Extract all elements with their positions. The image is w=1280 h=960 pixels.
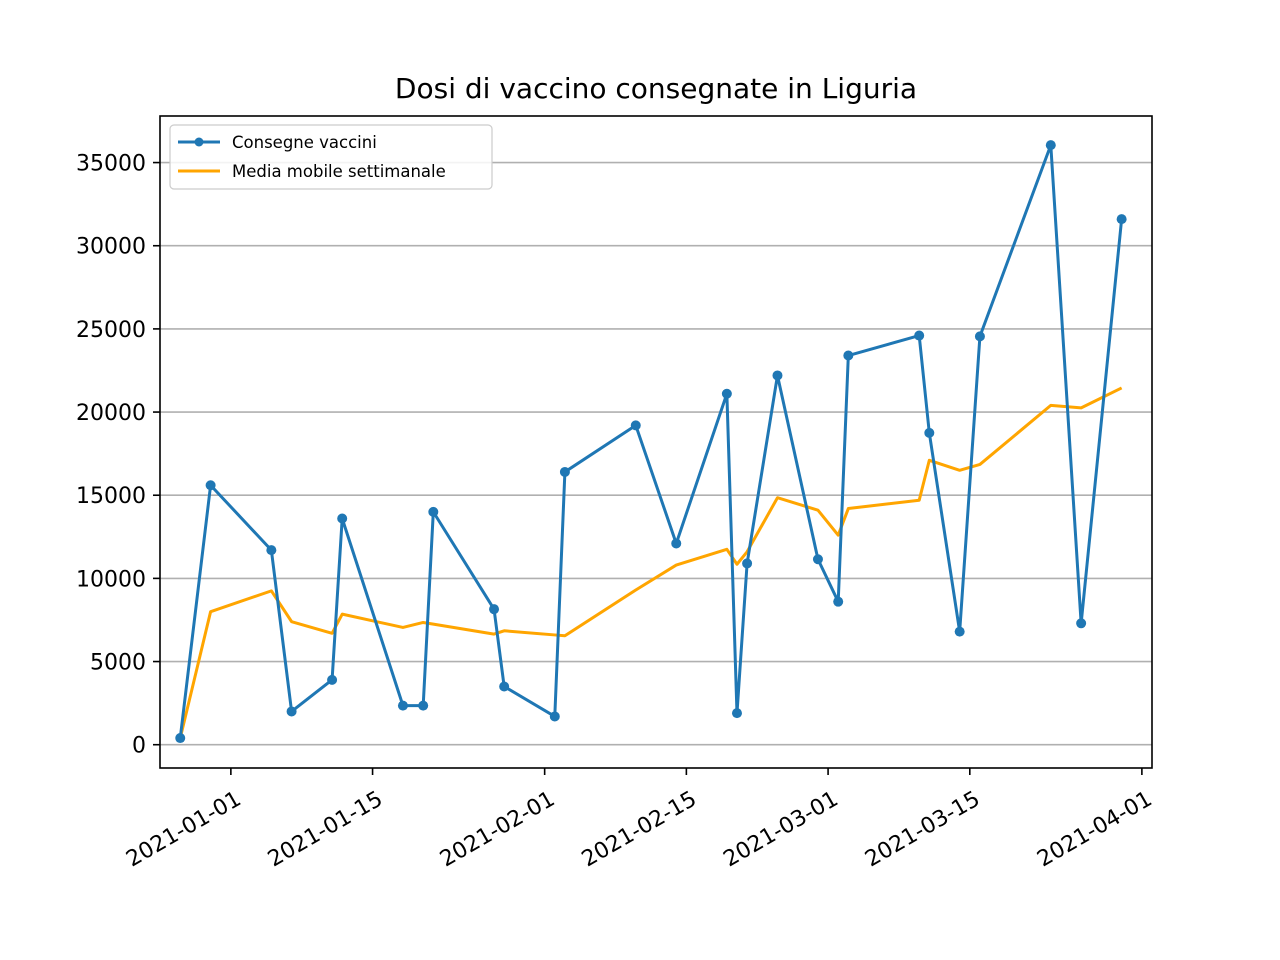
data-point — [266, 545, 277, 556]
data-point — [742, 558, 753, 569]
data-point — [397, 700, 408, 711]
y-tick-label: 0 — [132, 734, 146, 759]
data-point — [731, 708, 742, 719]
legend-box — [169, 124, 493, 190]
series-1 — [178, 386, 1123, 739]
data-point — [914, 330, 925, 341]
y-tick-label: 30000 — [76, 235, 146, 260]
data-point — [337, 513, 348, 524]
data-point — [418, 700, 429, 711]
y-axis: 0 5000 10000 15000 20000 25000 30000 35000 — [76, 152, 160, 759]
data-point — [327, 674, 338, 685]
data-point — [205, 480, 216, 491]
data-point — [1116, 214, 1127, 225]
data-point — [721, 388, 732, 399]
legend: Consegne vaccini Media mobile settimanal… — [169, 124, 493, 190]
series-layer — [175, 140, 1127, 744]
y-tick-label: 20000 — [76, 401, 146, 426]
series-0 — [175, 140, 1127, 744]
data-point — [549, 711, 560, 722]
data-point — [772, 370, 783, 381]
plot-area-frame — [159, 115, 1153, 769]
chart-title: Dosi di vaccino consegnate in Liguria — [395, 72, 917, 105]
data-point — [954, 626, 965, 637]
legend-label-media: Media mobile settimanale — [232, 162, 446, 181]
data-point — [812, 554, 823, 565]
data-point — [286, 706, 297, 717]
y-tick-label: 5000 — [90, 651, 146, 676]
y-tick-label: 35000 — [76, 152, 146, 177]
y-tick-label: 25000 — [76, 318, 146, 343]
data-point — [833, 596, 844, 607]
data-point — [630, 420, 641, 431]
y-tick-label: 15000 — [76, 484, 146, 509]
data-point — [671, 538, 682, 549]
data-point — [175, 733, 186, 744]
data-point — [499, 681, 510, 692]
data-point — [559, 466, 570, 477]
series-line-1 — [178, 386, 1123, 739]
data-point — [1076, 618, 1087, 629]
data-point — [843, 350, 854, 361]
data-point — [428, 506, 439, 517]
data-point — [489, 604, 500, 615]
legend-marker-consegne — [194, 137, 204, 147]
data-point — [1045, 140, 1056, 151]
legend-label-consegne: Consegne vaccini — [232, 133, 377, 152]
data-point — [974, 331, 985, 342]
data-point — [924, 427, 935, 438]
y-tick-label: 10000 — [76, 567, 146, 592]
